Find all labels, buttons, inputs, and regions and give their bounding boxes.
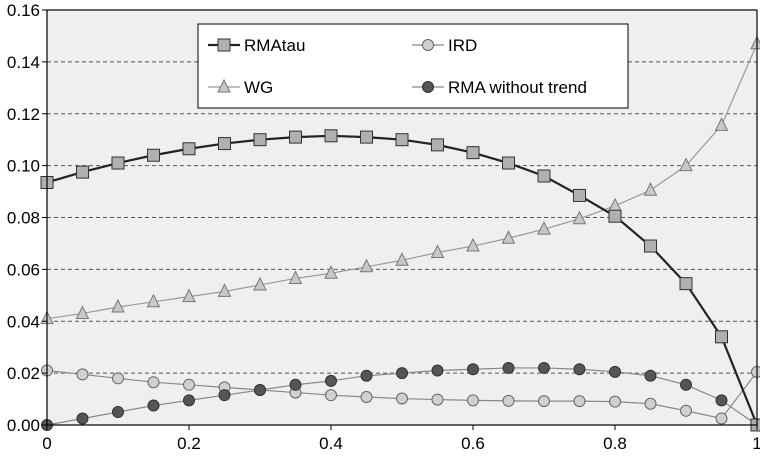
- y-tick-label: 0.12: [7, 105, 40, 124]
- data-point: [574, 189, 586, 201]
- data-point: [148, 149, 160, 161]
- data-point: [503, 362, 514, 373]
- y-tick-label: 0.04: [7, 312, 40, 331]
- data-point: [539, 362, 550, 373]
- data-point: [77, 369, 88, 380]
- data-point: [432, 139, 444, 151]
- data-point: [610, 366, 621, 377]
- y-tick-label: 0.00: [7, 416, 40, 435]
- x-tick-label: 0.4: [319, 434, 343, 453]
- data-point: [468, 364, 479, 375]
- data-point: [290, 379, 301, 390]
- data-point: [432, 394, 443, 405]
- data-point: [397, 393, 408, 404]
- data-point: [645, 398, 656, 409]
- data-point: [503, 395, 514, 406]
- data-point: [716, 331, 728, 343]
- data-point: [397, 368, 408, 379]
- data-point: [112, 157, 124, 169]
- data-point: [113, 373, 124, 384]
- data-point: [574, 396, 585, 407]
- y-tick-label: 0.02: [7, 364, 40, 383]
- data-point: [716, 395, 727, 406]
- data-point: [148, 377, 159, 388]
- data-point: [681, 379, 692, 390]
- legend-marker: [423, 82, 434, 93]
- y-tick-label: 0.10: [7, 157, 40, 176]
- data-point: [468, 395, 479, 406]
- x-tick-label: 0.8: [603, 434, 627, 453]
- data-point: [326, 375, 337, 386]
- data-point: [183, 143, 195, 155]
- x-tick-label: 0: [42, 434, 51, 453]
- data-point: [432, 365, 443, 376]
- data-point: [361, 370, 372, 381]
- legend-label: WG: [244, 78, 273, 97]
- data-point: [113, 407, 124, 418]
- data-point: [184, 395, 195, 406]
- y-tick-label: 0.14: [7, 53, 40, 72]
- data-point: [681, 405, 692, 416]
- data-point: [538, 170, 550, 182]
- y-tick-label: 0.08: [7, 209, 40, 228]
- data-point: [610, 396, 621, 407]
- legend-marker: [423, 40, 434, 51]
- x-tick-label: 0.6: [461, 434, 485, 453]
- data-point: [503, 157, 515, 169]
- data-point: [148, 400, 159, 411]
- y-tick-label: 0.06: [7, 260, 40, 279]
- y-tick-label: 0.16: [7, 1, 40, 20]
- data-point: [752, 366, 760, 377]
- legend-marker: [218, 39, 230, 51]
- data-point: [574, 364, 585, 375]
- data-point: [255, 384, 266, 395]
- data-point: [645, 240, 657, 252]
- data-point: [361, 391, 372, 402]
- data-point: [361, 131, 373, 143]
- legend-label: RMA without trend: [448, 78, 587, 97]
- data-point: [396, 134, 408, 146]
- data-point: [716, 413, 727, 424]
- data-point: [77, 166, 89, 178]
- data-point: [184, 379, 195, 390]
- data-point: [290, 131, 302, 143]
- legend-label: IRD: [448, 36, 477, 55]
- data-point: [254, 134, 266, 146]
- data-point: [219, 390, 230, 401]
- data-point: [325, 130, 337, 142]
- data-point: [645, 370, 656, 381]
- data-point: [680, 278, 692, 290]
- data-point: [77, 413, 88, 424]
- legend-label: RMAtau: [244, 36, 305, 55]
- data-point: [539, 396, 550, 407]
- data-point: [326, 390, 337, 401]
- data-point: [467, 147, 479, 159]
- x-tick-label: 1: [752, 434, 760, 453]
- legend: RMAtau IRD WG RMA without trend: [198, 24, 628, 108]
- data-point: [219, 138, 231, 150]
- x-tick-label: 0.2: [177, 434, 201, 453]
- data-point: [609, 210, 621, 222]
